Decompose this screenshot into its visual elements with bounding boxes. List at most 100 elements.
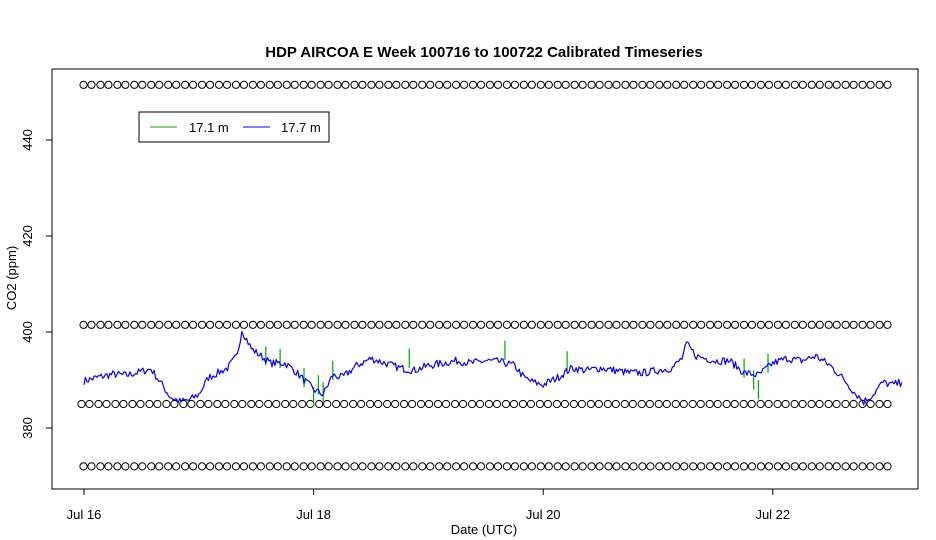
calibration-point bbox=[858, 80, 867, 89]
calibration-point bbox=[138, 80, 147, 89]
calibration-point bbox=[849, 462, 858, 471]
calibration-point bbox=[824, 462, 833, 471]
calibration-point bbox=[798, 320, 807, 329]
calibration-point bbox=[87, 462, 96, 471]
calibration-point bbox=[299, 462, 308, 471]
calibration-point bbox=[307, 462, 316, 471]
calibration-point bbox=[435, 462, 444, 471]
calibration-point bbox=[629, 320, 638, 329]
calibration-point bbox=[96, 462, 105, 471]
calibration-point bbox=[155, 462, 164, 471]
calibration-point bbox=[730, 80, 740, 89]
calibration-point bbox=[875, 462, 884, 471]
calibration-point bbox=[94, 399, 103, 409]
calibration-point bbox=[638, 320, 647, 329]
calibration-point bbox=[790, 399, 799, 409]
calibration-point bbox=[189, 80, 198, 89]
calibration-point bbox=[663, 320, 672, 329]
calibration-point bbox=[603, 399, 612, 409]
calibration-point bbox=[672, 462, 681, 471]
calibration-point bbox=[306, 399, 315, 409]
x-axis: Jul 16 Jul 18 Jul 20 Jul 22 bbox=[67, 489, 790, 522]
calibration-point bbox=[680, 80, 689, 89]
calibration-point bbox=[172, 80, 181, 89]
calibration-point bbox=[324, 80, 333, 89]
calibration-point bbox=[256, 80, 265, 89]
plot-frame bbox=[51, 68, 919, 490]
calibration-point bbox=[315, 399, 324, 409]
calibration-point bbox=[197, 462, 207, 471]
calibration-point bbox=[467, 399, 477, 409]
calibration-point bbox=[121, 320, 130, 329]
calibration-point bbox=[773, 399, 782, 409]
x-tick-label: Jul 16 bbox=[67, 507, 102, 522]
chart-title: HDP AIRCOA E Week 100716 to 100722 Calib… bbox=[265, 44, 702, 61]
calibration-point bbox=[646, 320, 655, 329]
calibration-point bbox=[433, 399, 443, 409]
calibration-point bbox=[764, 80, 774, 89]
series-lines bbox=[83, 330, 903, 407]
calibration-point bbox=[883, 399, 892, 409]
calibration-point bbox=[214, 320, 224, 329]
calibration-point bbox=[493, 320, 503, 329]
calibration-point bbox=[705, 399, 714, 409]
calibration-point bbox=[824, 399, 833, 409]
calibration-point bbox=[611, 399, 620, 409]
calibration-point bbox=[527, 80, 536, 89]
calibration-point bbox=[443, 80, 452, 89]
calibration-point bbox=[578, 80, 587, 89]
calibration-point bbox=[451, 462, 461, 471]
calibration-point bbox=[570, 320, 579, 329]
calibration-point bbox=[189, 320, 198, 329]
calibration-point bbox=[510, 80, 520, 89]
calibration-point bbox=[187, 399, 196, 409]
calibration-point bbox=[747, 80, 757, 89]
calibration-point bbox=[620, 399, 629, 409]
calibration-point bbox=[730, 462, 740, 471]
calibration-point bbox=[222, 320, 232, 329]
calibration-point bbox=[375, 80, 384, 89]
calibration-point bbox=[350, 80, 359, 89]
calibration-point bbox=[153, 399, 162, 409]
calibration-point bbox=[722, 399, 731, 409]
calibration-point bbox=[672, 80, 681, 89]
calibration-point bbox=[451, 320, 461, 329]
calibration-point bbox=[807, 462, 816, 471]
calibration-point bbox=[316, 320, 325, 329]
calibration-point bbox=[221, 399, 230, 409]
calibration-point bbox=[492, 399, 502, 409]
calibration-point bbox=[384, 462, 393, 471]
calibration-point bbox=[239, 80, 249, 89]
calibration-point bbox=[502, 80, 512, 89]
calibration-point bbox=[96, 320, 105, 329]
calibration-point bbox=[341, 320, 350, 329]
calibration-point bbox=[121, 462, 130, 471]
calibration-point bbox=[231, 320, 241, 329]
calibration-point bbox=[807, 320, 816, 329]
calibration-point bbox=[655, 80, 664, 89]
calibration-point bbox=[358, 320, 367, 329]
calibration-point bbox=[689, 80, 698, 89]
calibration-point bbox=[391, 399, 400, 409]
calibration-point bbox=[341, 80, 350, 89]
calibration-point bbox=[231, 462, 241, 471]
calibration-point bbox=[476, 80, 486, 89]
calibration-point bbox=[866, 320, 875, 329]
calibration-point bbox=[213, 399, 222, 409]
y-tick-label: 380 bbox=[20, 417, 35, 439]
legend-label-17-1m: 17.1 m bbox=[189, 120, 229, 135]
calibration-point bbox=[307, 80, 316, 89]
calibration-point bbox=[621, 462, 630, 471]
calibration-point bbox=[172, 462, 181, 471]
calibration-point bbox=[435, 320, 444, 329]
calibration-point bbox=[87, 80, 96, 89]
calibration-point bbox=[104, 462, 113, 471]
calibration-point bbox=[552, 399, 562, 409]
calibration-point bbox=[493, 462, 503, 471]
calibration-point bbox=[798, 462, 807, 471]
calibration-point bbox=[756, 399, 765, 409]
calibration-point bbox=[730, 320, 740, 329]
calibration-point bbox=[418, 462, 427, 471]
calibration-point bbox=[519, 462, 528, 471]
calibration-point bbox=[773, 462, 782, 471]
